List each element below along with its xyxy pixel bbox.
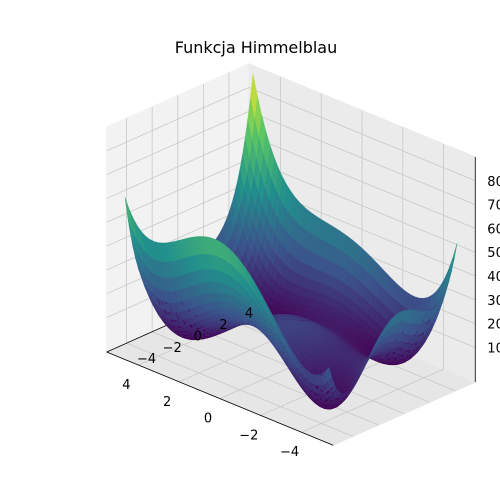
y-tick-label: 2 [219, 318, 227, 333]
x-tick-label: 0 [204, 412, 212, 427]
x-axis-line [106, 351, 334, 446]
z-tick-label: 300 [487, 294, 500, 309]
z-tick-label: 600 [487, 222, 500, 237]
z-tick-label: 400 [487, 270, 500, 285]
z-grid-left [106, 182, 249, 247]
z-grid-right [248, 134, 476, 229]
x-tick-label: 2 [163, 395, 171, 410]
z-grid-left [106, 87, 249, 152]
z-grid-left [106, 110, 249, 175]
y-grid-floor [152, 331, 379, 426]
z-grid-right [248, 110, 476, 205]
z-tick-label: 100 [487, 342, 500, 357]
x-tick-label: −4 [280, 445, 299, 460]
y-tick-label: 4 [245, 307, 253, 322]
z-grid-left [106, 206, 249, 271]
x-tick-label: −2 [239, 428, 258, 443]
y-grid-floor [126, 342, 354, 437]
z-tick-label: 700 [487, 199, 500, 214]
surface-plot [124, 73, 458, 410]
z-grid-right [248, 158, 476, 253]
surface-patch [124, 197, 132, 229]
z-grid-right [248, 87, 476, 182]
x-tick-label: 4 [122, 378, 130, 393]
chart-title: Funkcja Himmelblau [175, 38, 338, 57]
z-tick-label: 800 [487, 175, 500, 190]
y-tick-label: −4 [137, 352, 156, 367]
y-tick-label: −2 [163, 341, 182, 356]
z-tick-label: 500 [487, 246, 500, 261]
z-grid-left [106, 134, 249, 199]
y-tick-label: 0 [194, 329, 202, 344]
axis-ticks: −4 −2 0 2 4 −4 −2 0 2 4 100 200 300 400 500 600 700 800 [122, 175, 500, 460]
z-tick-label: 200 [487, 318, 500, 333]
